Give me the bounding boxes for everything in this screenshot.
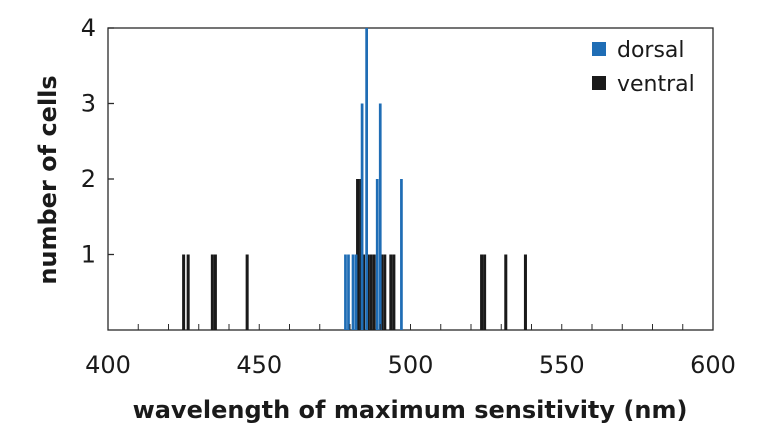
y-tick-label: 2 bbox=[81, 165, 96, 193]
legend-label-ventral: ventral bbox=[617, 72, 695, 97]
bar-ventral bbox=[380, 254, 384, 330]
bar-ventral bbox=[359, 179, 363, 330]
bar-ventral bbox=[245, 254, 249, 330]
bar-dorsal bbox=[365, 28, 368, 330]
bar-ventral bbox=[483, 254, 487, 330]
x-tick-label: 400 bbox=[85, 351, 131, 379]
bar-ventral bbox=[504, 254, 508, 330]
y-tick-label: 4 bbox=[81, 14, 96, 42]
legend-swatch-ventral bbox=[592, 76, 606, 90]
bars bbox=[182, 28, 527, 330]
bar-ventral bbox=[210, 254, 214, 330]
bar-dorsal bbox=[378, 103, 382, 330]
bar-dorsal bbox=[360, 103, 364, 330]
bar-dorsal bbox=[400, 179, 403, 330]
bar-ventral bbox=[372, 254, 376, 330]
x-tick-label: 450 bbox=[236, 351, 282, 379]
x-tick-label: 550 bbox=[539, 351, 585, 379]
bar-dorsal bbox=[347, 254, 350, 330]
bar-ventral bbox=[369, 254, 373, 330]
bar-ventral bbox=[389, 254, 393, 330]
legend-label-dorsal: dorsal bbox=[617, 38, 685, 63]
bar-dorsal bbox=[354, 254, 358, 330]
legend-swatch-dorsal bbox=[592, 42, 606, 56]
bar-ventral bbox=[186, 254, 190, 330]
legend: dorsal ventral bbox=[592, 38, 695, 97]
bar-ventral bbox=[523, 254, 527, 330]
bar-ventral bbox=[182, 254, 186, 330]
bar-dorsal bbox=[351, 254, 355, 330]
ticks: 400 450 500 550 600 1 2 3 4 bbox=[81, 14, 736, 379]
x-tick-label: 500 bbox=[388, 351, 434, 379]
x-axis-title: wavelength of maximum sensitivity (nm) bbox=[133, 396, 688, 424]
x-tick-label: 600 bbox=[690, 351, 736, 379]
y-axis-title: number of cells bbox=[34, 75, 62, 284]
y-tick-label: 3 bbox=[81, 90, 96, 118]
bar-ventral bbox=[366, 254, 370, 330]
bar-ventral bbox=[392, 254, 396, 330]
bar-ventral bbox=[480, 254, 484, 330]
bar-ventral bbox=[356, 179, 360, 330]
y-tick-label: 1 bbox=[81, 241, 96, 269]
bar-dorsal bbox=[344, 254, 347, 330]
bar-ventral bbox=[362, 254, 366, 330]
bar-ventral bbox=[213, 254, 217, 330]
bar-dorsal bbox=[375, 179, 379, 330]
bar-ventral bbox=[383, 254, 387, 330]
